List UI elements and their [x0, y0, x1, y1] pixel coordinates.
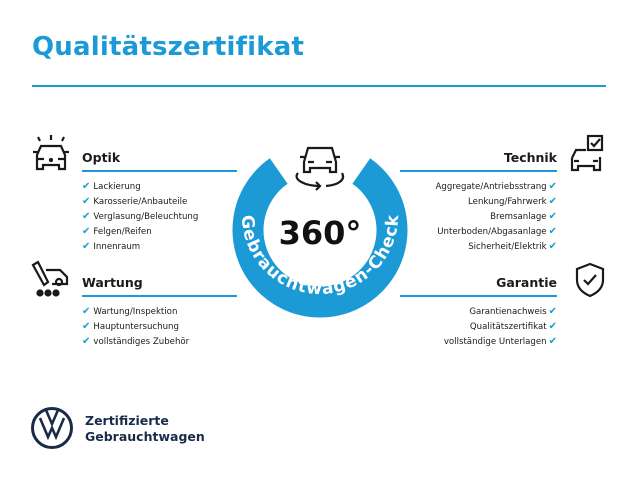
section-divider [400, 170, 557, 172]
check-icon: ✔ [548, 196, 557, 207]
list-item: Lenkung/Fahrwerk ✔ [468, 196, 557, 207]
list-item: Qualitätszertifikat ✔ [469, 321, 557, 332]
check-icon: ✔ [82, 196, 91, 207]
list-item: ✔ Lackierung [82, 181, 141, 192]
section-garantie: Garantie Garantienachweis ✔ Qualitätszert… [400, 276, 557, 349]
section-divider [82, 170, 237, 172]
section-heading: Optik [82, 150, 121, 165]
list-item: Aggregate/Antriebsstrang ✔ [435, 181, 557, 192]
check-icon: ✔ [548, 226, 557, 237]
list-item: Sicherheit/Elektrik ✔ [468, 241, 557, 252]
section-divider [82, 295, 237, 297]
check-icon: ✔ [82, 226, 91, 237]
list-item: ✔ Innenraum [82, 241, 141, 252]
check-icon: ✔ [82, 306, 91, 317]
list-item: ✔ vollständiges Zubehör [82, 336, 190, 347]
list-item: Garantienachweis ✔ [469, 306, 557, 317]
section-wartung: Wartung ✔ Wartung/Inspektion ✔ Hauptunters… [82, 276, 237, 349]
car-rotate-icon [295, 146, 345, 191]
badge-value: 360° [279, 214, 362, 252]
badge-ring [232, 158, 408, 318]
car-checklist-icon [570, 134, 604, 172]
list-item: ✔ Verglasung/Beleuchtung [82, 211, 199, 222]
section-heading: Technik [503, 150, 557, 165]
list-item: ✔ Wartung/Inspektion [82, 306, 178, 317]
check-icon: ✔ [82, 321, 91, 332]
check-icon: ✔ [548, 181, 557, 192]
check-icon: ✔ [82, 181, 91, 192]
service-tools-icon [31, 260, 69, 297]
shield-check-icon [575, 262, 605, 298]
list-item: Bremsanlage ✔ [490, 211, 557, 222]
car-lights-icon [33, 135, 69, 171]
page-title: Qualitätszertifikat [32, 32, 305, 62]
list-item: ✔ Felgen/Reifen [82, 226, 152, 237]
list-item: ✔ Hauptuntersuchung [82, 321, 179, 332]
check-badge: Gebrauchtwagen-Check 360° [232, 146, 408, 318]
check-icon: ✔ [82, 336, 91, 347]
check-icon: ✔ [548, 211, 557, 222]
list-item: vollständige Unterlagen ✔ [443, 336, 557, 347]
section-technik: Technik Aggregate/Antriebsstrang ✔ Lenkun… [400, 151, 557, 254]
section-heading: Garantie [496, 275, 557, 290]
list-item: Unterboden/Abgasanlage ✔ [437, 226, 557, 237]
vw-logo [31, 407, 73, 449]
list-item: ✔ Karosserie/Anbauteile [82, 196, 188, 207]
check-icon: ✔ [548, 321, 557, 332]
section-heading: Wartung [82, 275, 143, 290]
section-divider [400, 295, 557, 297]
brand-name: Zertifizierte Gebrauchtwagen [85, 413, 205, 444]
check-icon: ✔ [548, 241, 557, 252]
title-divider [32, 85, 606, 87]
section-optik: Optik ✔ Lackierung ✔ Karosserie/Anbauteile… [82, 151, 237, 254]
check-icon: ✔ [548, 336, 557, 347]
check-icon: ✔ [82, 241, 91, 252]
check-icon: ✔ [548, 306, 557, 317]
check-icon: ✔ [82, 211, 91, 222]
